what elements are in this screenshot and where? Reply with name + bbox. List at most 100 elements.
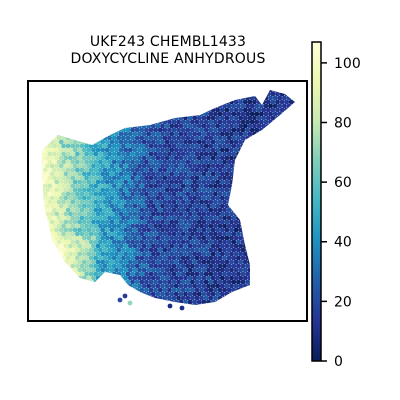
hexbin-cell bbox=[169, 92, 174, 97]
hexbin-cell bbox=[112, 184, 117, 189]
hexbin-cell bbox=[277, 128, 282, 133]
hexbin-cell bbox=[54, 236, 59, 241]
hexbin-cell bbox=[137, 220, 142, 225]
hexbin-cell bbox=[105, 132, 110, 137]
hexbin-cell bbox=[169, 212, 174, 217]
hexbin-cell bbox=[112, 216, 117, 221]
hexbin-cell bbox=[236, 200, 241, 205]
hexbin-cell bbox=[215, 124, 220, 129]
hexbin-cell bbox=[114, 116, 119, 121]
hexbin-cell bbox=[254, 192, 259, 197]
hexbin-cell bbox=[227, 280, 232, 285]
hexbin-cell bbox=[89, 160, 94, 165]
hexbin-cell bbox=[41, 116, 46, 121]
hexbin-cell bbox=[110, 284, 115, 289]
hexbin-cell bbox=[36, 244, 41, 249]
hexbin-cell bbox=[296, 168, 301, 173]
hexbin-cell bbox=[220, 300, 225, 305]
hexbin-cell bbox=[121, 312, 126, 317]
hexbin-cell bbox=[96, 316, 101, 321]
hexbin-cell bbox=[266, 316, 271, 321]
hexbin-cell bbox=[82, 228, 87, 233]
hexbin-cell bbox=[68, 148, 73, 153]
hexbin-cell bbox=[208, 160, 213, 165]
hexbin-cell bbox=[254, 160, 259, 165]
hexbin-cell bbox=[220, 236, 225, 241]
hexbin-cell bbox=[215, 300, 220, 305]
hexbin-cell bbox=[114, 132, 119, 137]
hexbin-cell bbox=[135, 288, 140, 293]
hexbin-cell bbox=[52, 256, 57, 261]
hexbin-cell bbox=[211, 268, 216, 273]
hexbin-cell bbox=[139, 88, 144, 93]
hexbin-cell bbox=[43, 304, 48, 309]
hexbin-cell bbox=[252, 284, 257, 289]
hexbin-cell bbox=[172, 248, 177, 253]
hexbin-cell bbox=[50, 252, 55, 257]
hexbin-cell bbox=[234, 180, 239, 185]
hexbin-cell bbox=[121, 304, 126, 309]
hexbin-cell bbox=[167, 176, 172, 181]
hexbin-cell bbox=[54, 124, 59, 129]
hexbin-cell bbox=[296, 200, 301, 205]
hexbin-cell bbox=[195, 216, 200, 221]
hexbin-cell bbox=[73, 124, 78, 129]
hexbin-cell bbox=[167, 152, 172, 157]
hexbin-cell bbox=[82, 164, 87, 169]
hexbin-cell bbox=[54, 308, 59, 313]
hexbin-cell bbox=[50, 220, 55, 225]
hexbin-cell bbox=[114, 268, 119, 273]
hexbin-cell bbox=[181, 312, 186, 317]
hexbin-cell bbox=[98, 200, 103, 205]
hexbin-cell bbox=[185, 232, 190, 237]
hexbin-cell bbox=[211, 92, 216, 97]
hexbin-cell bbox=[277, 160, 282, 165]
hexbin-cell bbox=[144, 264, 149, 269]
hexbin-cell bbox=[213, 216, 218, 221]
hexbin-cell bbox=[199, 176, 204, 181]
hexbin-cell bbox=[174, 132, 179, 137]
hexbin-cell bbox=[93, 112, 98, 117]
hexbin-cell bbox=[121, 112, 126, 117]
hexbin-cell bbox=[105, 244, 110, 249]
hexbin-cell bbox=[45, 236, 50, 241]
hexbin-cell bbox=[192, 188, 197, 193]
hexbin-cell bbox=[84, 152, 89, 157]
hexbin-cell bbox=[195, 96, 200, 101]
hexbin-cell bbox=[47, 288, 52, 293]
hexbin-cell bbox=[183, 124, 188, 129]
hexbin-cell bbox=[291, 96, 296, 101]
hexbin-cell bbox=[227, 248, 232, 253]
hexbin-cell bbox=[68, 180, 73, 185]
hexbin-cell bbox=[275, 140, 280, 145]
hexbin-cell bbox=[158, 240, 163, 245]
hexbin-cell bbox=[57, 88, 62, 93]
hexbin-cell bbox=[89, 176, 94, 181]
hexbin-cell bbox=[176, 264, 181, 269]
hexbin-cell bbox=[61, 184, 66, 189]
hexbin-cell bbox=[188, 236, 193, 241]
hexbin-cell bbox=[190, 256, 195, 261]
hexbin-cell bbox=[294, 244, 299, 249]
hexbin-cell bbox=[156, 228, 161, 233]
hexbin-cell bbox=[229, 156, 234, 161]
hexbin-cell bbox=[91, 244, 96, 249]
hexbin-cell bbox=[271, 204, 276, 209]
hexbin-cell bbox=[45, 204, 50, 209]
hexbin-cell bbox=[238, 188, 243, 193]
hexbin-cell bbox=[73, 284, 78, 289]
hexbin-cell bbox=[73, 244, 78, 249]
hexbin-cell bbox=[243, 260, 248, 265]
hexbin-cell bbox=[211, 204, 216, 209]
hexbin-cell bbox=[121, 88, 126, 93]
hexbin-cell bbox=[119, 252, 124, 257]
hexbin-cell bbox=[38, 112, 43, 117]
hexbin-cell bbox=[289, 156, 294, 161]
hexbin-cell bbox=[41, 180, 46, 185]
hexbin-cell bbox=[220, 220, 225, 225]
hexbin-cell bbox=[75, 120, 80, 125]
hexbin-cell bbox=[284, 244, 289, 249]
hexbin-cell bbox=[87, 212, 92, 217]
hexbin-cell bbox=[91, 236, 96, 241]
hexbin-cell bbox=[266, 276, 271, 281]
